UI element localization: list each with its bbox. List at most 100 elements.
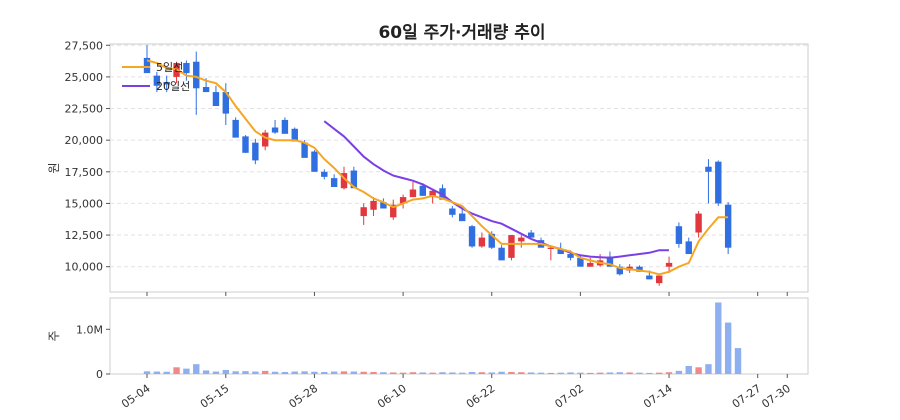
legend-label: 20일선 — [156, 79, 190, 93]
volume-tick-label: 0 — [96, 368, 103, 381]
volume-bar — [301, 371, 308, 374]
candle-body — [360, 207, 367, 217]
ma20-line — [323, 120, 669, 259]
volume-bar — [636, 372, 643, 374]
volume-bar — [419, 372, 426, 374]
candle-body — [390, 204, 397, 218]
candle-body — [321, 171, 328, 177]
volume-bar — [409, 372, 417, 374]
volume-bar — [399, 372, 407, 374]
volume-bar — [567, 372, 574, 374]
price-tick-label: 12,500 — [65, 229, 104, 242]
volume-bar — [557, 372, 564, 374]
candle-body — [547, 247, 555, 249]
chart-title: 60일 주가·거래량 추이 — [378, 23, 545, 43]
volume-bar — [370, 371, 377, 374]
candle-body — [222, 92, 229, 114]
candle-body — [527, 232, 535, 238]
volume-bar — [705, 364, 712, 374]
volume-bar — [153, 371, 161, 374]
candle-body — [193, 61, 200, 89]
candle-body — [636, 266, 643, 272]
volume-bar — [508, 371, 515, 374]
candle-body — [606, 256, 614, 267]
volume-plot-frame — [109, 297, 809, 375]
x-tick-label: 07-30 — [759, 382, 793, 411]
candle-body — [488, 233, 495, 248]
candle-body — [695, 213, 702, 233]
volume-bar — [537, 372, 545, 374]
price-tick-label: 25,000 — [65, 71, 104, 84]
x-tick-label: 05-28 — [287, 382, 321, 411]
candle-body — [153, 75, 161, 86]
candle-body — [350, 170, 358, 189]
volume-bar — [587, 372, 594, 374]
volume-bar — [340, 371, 348, 374]
candle-body — [301, 142, 308, 158]
volume-bar — [695, 367, 702, 374]
volume-bar — [350, 371, 358, 374]
candle-body — [399, 197, 407, 204]
candle-body — [271, 127, 279, 133]
candle-body — [183, 62, 190, 74]
volume-bar — [498, 371, 505, 374]
price-tick-label: 15,000 — [65, 197, 104, 210]
candle-body — [202, 87, 210, 93]
candle-body — [291, 128, 298, 142]
candle-body — [665, 262, 673, 267]
volume-bar — [665, 372, 673, 374]
volume-bar — [222, 369, 229, 374]
candle-body — [587, 262, 594, 267]
candle-body — [508, 235, 515, 258]
volume-bar — [183, 368, 190, 374]
volume-bar — [596, 372, 604, 374]
x-tick-label: 07-27 — [730, 382, 764, 411]
price-plot-frame — [109, 43, 809, 293]
volume-bar — [459, 372, 466, 374]
volume-bar — [330, 371, 338, 374]
x-tick-label: 05-04 — [119, 382, 153, 411]
candle-body — [429, 190, 436, 198]
legend-label: 5일선 — [156, 60, 183, 74]
candle-body — [498, 247, 505, 261]
candle-body — [340, 173, 348, 189]
price-axis-label: 원 — [47, 162, 61, 173]
candle-body — [409, 189, 417, 198]
volume-axis-label: 주 — [47, 330, 61, 341]
candle-body — [212, 92, 220, 106]
volume-bar — [252, 371, 259, 374]
candle-body — [311, 151, 318, 172]
volume-bar — [626, 372, 633, 374]
x-tick-label: 05-15 — [198, 382, 232, 411]
price-tick-label: 22,500 — [65, 103, 104, 116]
volume-bar — [212, 371, 220, 374]
volume-bar — [656, 372, 663, 374]
volume-bar — [271, 371, 279, 374]
ma5-line — [146, 59, 729, 276]
candle-body — [242, 136, 249, 153]
volume-bar — [202, 370, 210, 374]
candle-body — [567, 254, 574, 258]
volume-bar — [439, 372, 446, 374]
volume-bar — [577, 372, 584, 374]
volume-bar — [193, 364, 200, 374]
candle-body — [380, 202, 387, 209]
x-tick-label: 07-14 — [641, 382, 675, 411]
volume-bar — [429, 372, 436, 374]
candle-body — [616, 266, 623, 275]
candle-body — [724, 204, 732, 248]
volume-bar — [163, 371, 170, 374]
volume-bar — [734, 348, 742, 374]
candle-body — [419, 185, 426, 196]
volume-bar — [232, 371, 239, 374]
candle-body — [232, 119, 239, 138]
x-tick-label: 06-22 — [464, 382, 498, 411]
volume-bar — [281, 371, 289, 374]
x-tick-label: 06-10 — [375, 382, 409, 411]
volume-bar — [675, 370, 683, 374]
candle-body — [656, 275, 663, 284]
candle-body — [685, 241, 692, 255]
candle-body — [518, 237, 525, 242]
